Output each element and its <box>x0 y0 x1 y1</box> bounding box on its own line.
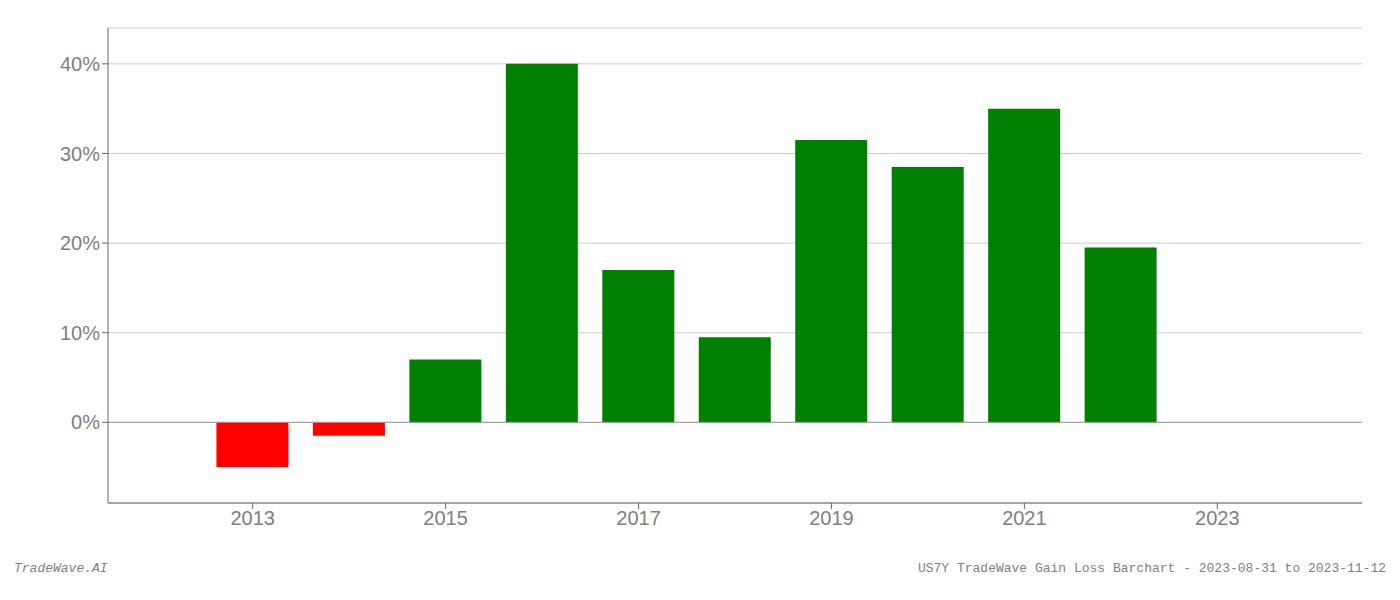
svg-text:2015: 2015 <box>423 507 468 529</box>
svg-text:40%: 40% <box>60 53 100 75</box>
svg-text:2017: 2017 <box>616 507 661 529</box>
svg-text:10%: 10% <box>60 322 100 344</box>
svg-text:2019: 2019 <box>809 507 854 529</box>
html-text:US7Y TradeWave Gain Loss Barch: US7Y TradeWave Gain Loss Barchart - 2023… <box>917 560 1386 576</box>
svg-text:20%: 20% <box>60 232 100 254</box>
svg-text:2021: 2021 <box>1002 507 1047 529</box>
svg-text:2013: 2013 <box>230 507 275 529</box>
html-text:TradeWave.AI: TradeWave.AI <box>14 560 108 576</box>
svg-text:30%: 30% <box>60 143 100 165</box>
svg-text:2023: 2023 <box>1195 507 1240 529</box>
svg-text:0%: 0% <box>71 411 100 433</box>
